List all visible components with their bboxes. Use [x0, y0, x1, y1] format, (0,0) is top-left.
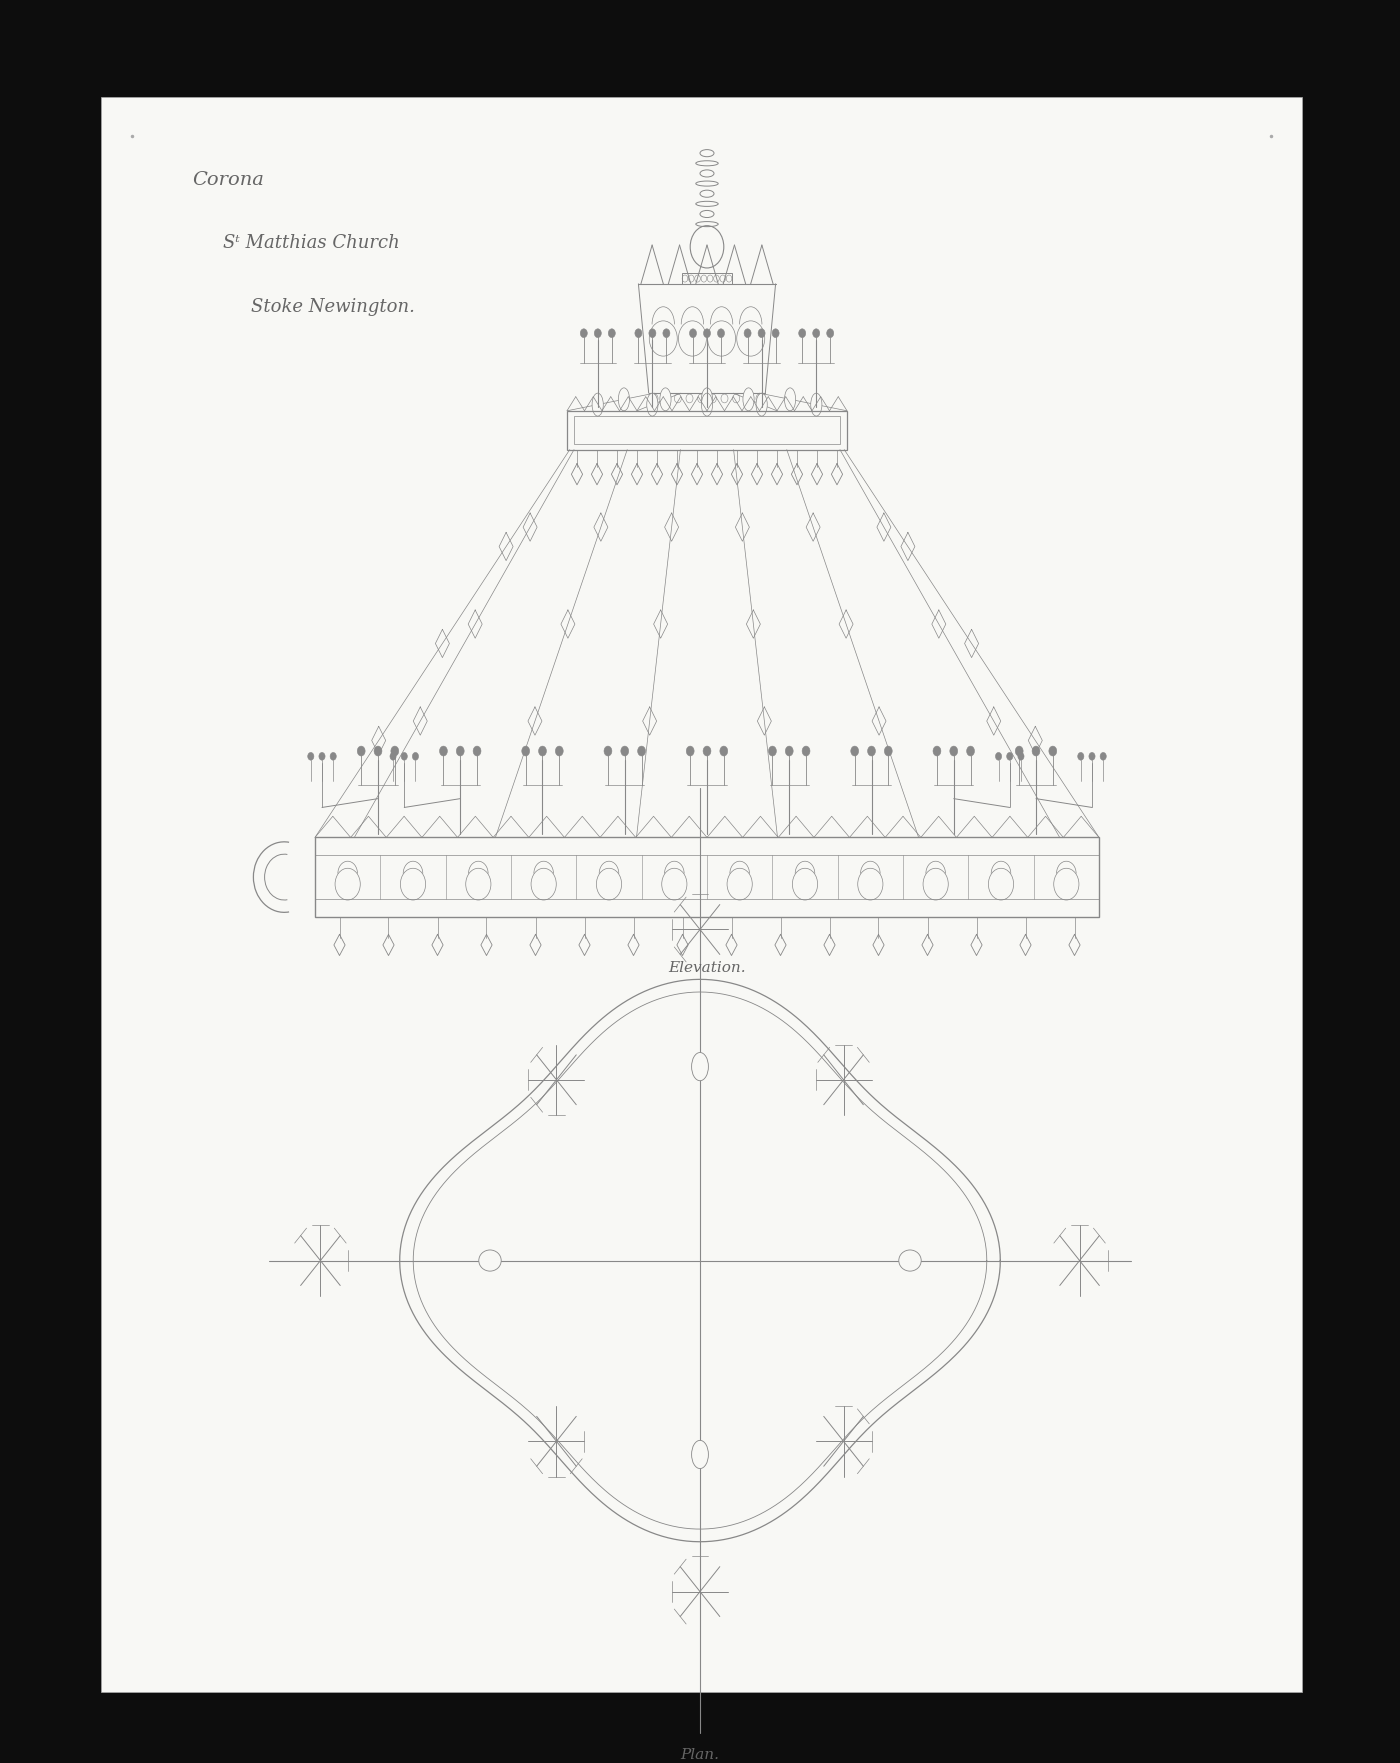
Circle shape: [620, 746, 629, 756]
Circle shape: [402, 753, 407, 760]
Circle shape: [802, 746, 811, 756]
Circle shape: [391, 746, 399, 756]
Circle shape: [539, 746, 546, 756]
Circle shape: [1089, 753, 1095, 760]
Circle shape: [357, 746, 365, 756]
Circle shape: [650, 328, 657, 338]
Circle shape: [703, 746, 711, 756]
Circle shape: [456, 746, 465, 756]
Ellipse shape: [701, 393, 713, 416]
Circle shape: [759, 328, 764, 338]
Circle shape: [440, 746, 448, 756]
Circle shape: [1015, 746, 1023, 756]
Circle shape: [556, 746, 563, 756]
Ellipse shape: [659, 388, 671, 411]
Circle shape: [966, 746, 974, 756]
Circle shape: [595, 328, 602, 338]
Text: Plan.: Plan.: [680, 1747, 720, 1761]
Text: Corona: Corona: [192, 171, 263, 189]
Text: Elevation.: Elevation.: [668, 961, 746, 975]
Ellipse shape: [743, 388, 755, 411]
Circle shape: [664, 328, 671, 338]
Circle shape: [868, 746, 875, 756]
Text: Stoke Newington.: Stoke Newington.: [251, 298, 414, 316]
Circle shape: [813, 328, 820, 338]
Circle shape: [1007, 753, 1012, 760]
Ellipse shape: [647, 393, 658, 416]
Circle shape: [720, 746, 728, 756]
Ellipse shape: [701, 388, 713, 411]
Ellipse shape: [784, 388, 795, 411]
Bar: [682, 273, 732, 284]
Circle shape: [636, 328, 643, 338]
Ellipse shape: [692, 1053, 708, 1081]
Circle shape: [1049, 746, 1057, 756]
Circle shape: [932, 746, 941, 756]
Bar: [574, 416, 840, 444]
Circle shape: [686, 746, 694, 756]
FancyBboxPatch shape: [101, 97, 1302, 1692]
Ellipse shape: [756, 393, 767, 416]
Circle shape: [1078, 753, 1084, 760]
Circle shape: [473, 746, 482, 756]
Circle shape: [769, 746, 777, 756]
Circle shape: [637, 746, 645, 756]
Circle shape: [704, 328, 711, 338]
Circle shape: [1100, 753, 1106, 760]
Bar: [315, 837, 1099, 917]
Ellipse shape: [592, 393, 603, 416]
Circle shape: [603, 746, 612, 756]
Circle shape: [773, 328, 778, 338]
Circle shape: [785, 746, 794, 756]
Circle shape: [581, 328, 588, 338]
Circle shape: [391, 753, 396, 760]
Circle shape: [374, 746, 382, 756]
Circle shape: [718, 328, 725, 338]
Circle shape: [798, 328, 806, 338]
Circle shape: [885, 746, 892, 756]
Ellipse shape: [479, 1250, 501, 1271]
Circle shape: [851, 746, 858, 756]
Circle shape: [949, 746, 958, 756]
Circle shape: [308, 753, 314, 760]
Circle shape: [690, 328, 697, 338]
Ellipse shape: [692, 1440, 708, 1469]
Circle shape: [330, 753, 336, 760]
Circle shape: [319, 753, 325, 760]
Circle shape: [827, 328, 834, 338]
Circle shape: [522, 746, 529, 756]
Bar: [567, 411, 847, 450]
Circle shape: [995, 753, 1001, 760]
Circle shape: [609, 328, 616, 338]
Text: Sᵗ Matthias Church: Sᵗ Matthias Church: [223, 234, 399, 252]
Circle shape: [413, 753, 419, 760]
Circle shape: [1032, 746, 1040, 756]
Ellipse shape: [619, 388, 630, 411]
Circle shape: [745, 328, 750, 338]
Ellipse shape: [811, 393, 822, 416]
Circle shape: [1018, 753, 1023, 760]
Ellipse shape: [899, 1250, 921, 1271]
